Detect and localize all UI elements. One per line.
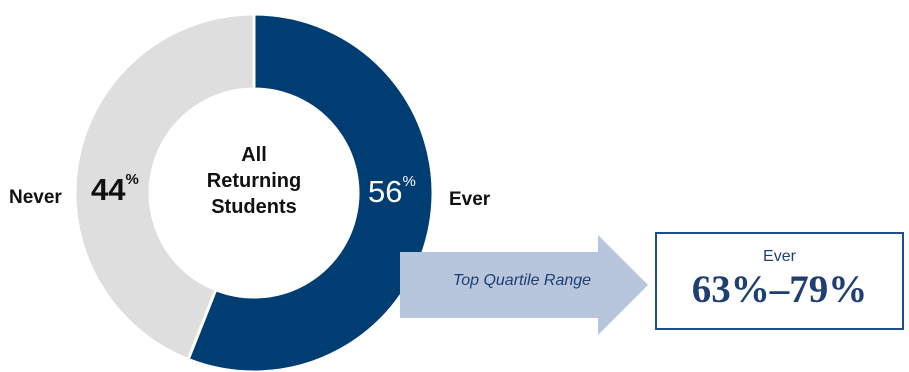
- ever-value-number: 56: [368, 174, 403, 209]
- ever-value-label: 56%: [368, 173, 416, 209]
- top-quartile-range-box: Ever 63%–79%: [655, 232, 904, 330]
- donut-slices: [73, 12, 435, 372]
- top-quartile-range-label: Top Quartile Range: [452, 272, 592, 289]
- slice-never: [73, 12, 256, 362]
- range-box-label: Ever: [763, 248, 796, 265]
- slice-ever: [186, 12, 435, 372]
- callout-arrow: [400, 235, 648, 335]
- range-box-value: 63%–79%: [691, 268, 868, 311]
- center-label: All Returning Students: [174, 142, 334, 220]
- ever-slice-label: Ever: [449, 189, 491, 210]
- center-label-line-1: All: [241, 144, 267, 166]
- never-slice-label: Never: [9, 187, 62, 208]
- ever-value-percent-sign: %: [402, 173, 416, 190]
- center-label-line-2: Returning: [206, 170, 302, 192]
- never-value-percent-sign: %: [125, 171, 139, 188]
- center-label-line-3: Students: [211, 196, 297, 218]
- never-value-number: 44: [91, 172, 126, 207]
- never-value-label: 44%: [91, 171, 139, 207]
